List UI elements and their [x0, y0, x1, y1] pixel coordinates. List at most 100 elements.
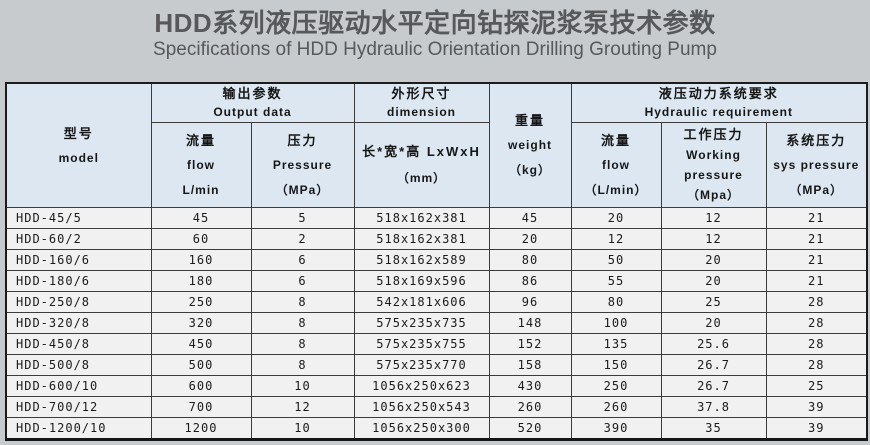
page-header: HDD系列液压驱动水平定向钻探泥浆泵技术参数 Specifications of… — [0, 0, 870, 61]
value-cell: 26.7 — [660, 354, 767, 376]
value-cell: 28 — [765, 312, 868, 334]
header-output-flow-en: flow — [187, 157, 215, 172]
value-cell: 6 — [250, 249, 355, 271]
value-cell: 8 — [250, 354, 355, 376]
page-title: HDD系列液压驱动水平定向钻探泥浆泵技术参数 — [154, 8, 716, 38]
value-cell: 700 — [150, 396, 252, 418]
value-cell: 80 — [488, 249, 572, 271]
header-output-pressure: 压力 Pressure （MPa） — [250, 122, 355, 208]
header-hydraulic-en: Hydraulic requirement — [644, 105, 793, 119]
value-cell: 518x162x381 — [353, 228, 490, 250]
value-cell: 55 — [570, 270, 662, 292]
table-row: HDD-600/10 600 10 1056x250x623 430 250 26.7 25 — [5, 375, 868, 397]
header-sys-pressure-en: sys pressure — [773, 157, 860, 172]
value-cell: 518x169x596 — [353, 270, 490, 292]
header-sys-pressure-zh: 系统压力 — [786, 132, 847, 148]
table-row: HDD-1200/10 1200 10 1056x250x300 520 390 35 39 — [5, 417, 868, 441]
header-working-pressure-zh: 工作压力 — [683, 127, 744, 142]
value-cell: 6 — [250, 270, 355, 292]
model-cell: HDD-160/6 — [5, 249, 152, 271]
table-row: HDD-180/6 180 6 518x169x596 86 55 20 21 — [5, 270, 868, 292]
model-cell: HDD-500/8 — [5, 354, 152, 376]
value-cell: 518x162x381 — [353, 207, 490, 229]
value-cell: 1200 — [150, 417, 252, 441]
value-cell: 12 — [660, 228, 767, 250]
value-cell: 60 — [150, 228, 252, 250]
value-cell: 12 — [250, 396, 355, 418]
header-output-flow-zh: 流量 — [185, 132, 216, 148]
model-cell: HDD-45/5 — [5, 207, 152, 229]
value-cell: 260 — [570, 396, 662, 418]
value-cell: 600 — [150, 375, 252, 397]
value-cell: 152 — [488, 333, 572, 355]
header-model-zh: 型号 — [63, 125, 94, 141]
table-body: HDD-45/5 45 5 518x162x381 45 20 12 21 HDD-60/2 60… — [5, 207, 868, 441]
header-dimension-lwh: 长*宽*高 LxWxH — [362, 144, 481, 159]
header-dimension-sub: 长*宽*高 LxWxH （mm） — [353, 122, 490, 208]
value-cell: 37.8 — [660, 396, 767, 418]
value-cell: 320 — [150, 312, 252, 334]
header-output-pressure-unit: （MPa） — [275, 182, 330, 197]
value-cell: 542x181x606 — [353, 291, 490, 313]
value-cell: 25 — [765, 375, 868, 397]
value-cell: 80 — [570, 291, 662, 313]
header-weight-zh: 重量 — [515, 113, 546, 128]
value-cell: 20 — [488, 228, 572, 250]
model-cell: HDD-700/12 — [5, 396, 152, 418]
value-cell: 8 — [250, 291, 355, 313]
table-row: HDD-60/2 60 2 518x162x381 20 12 12 21 — [5, 228, 868, 250]
table-row: HDD-320/8 320 8 575x235x735 148 100 20 28 — [5, 312, 868, 334]
header-hydraulic-zh: 液压动力系统要求 — [658, 86, 779, 101]
model-cell: HDD-600/10 — [5, 375, 152, 397]
value-cell: 39 — [765, 396, 868, 418]
value-cell: 8 — [250, 333, 355, 355]
value-cell: 148 — [488, 312, 572, 334]
header-output-pressure-en: Pressure — [272, 157, 333, 172]
value-cell: 260 — [488, 396, 572, 418]
model-cell: HDD-250/8 — [5, 291, 152, 313]
value-cell: 575x235x770 — [353, 354, 490, 376]
table-row: HDD-500/8 500 8 575x235x770 158 150 26.7 28 — [5, 354, 868, 376]
header-output-flow: 流量 flow L/min — [150, 122, 252, 208]
value-cell: 21 — [765, 270, 868, 292]
value-cell: 20 — [660, 312, 767, 334]
model-cell: HDD-320/8 — [5, 312, 152, 334]
table-row: HDD-45/5 45 5 518x162x381 45 20 12 21 — [5, 207, 868, 229]
value-cell: 21 — [765, 207, 868, 229]
value-cell: 150 — [570, 354, 662, 376]
header-output-flow-unit: L/min — [182, 182, 220, 197]
value-cell: 28 — [765, 291, 868, 313]
value-cell: 28 — [765, 333, 868, 355]
header-working-pressure-unit: （Mpa） — [687, 188, 741, 202]
header-sys-pressure-unit: （MPa） — [789, 182, 844, 197]
model-cell: HDD-450/8 — [5, 333, 152, 355]
value-cell: 26.7 — [660, 375, 767, 397]
value-cell: 28 — [765, 354, 868, 376]
value-cell: 12 — [660, 207, 767, 229]
header-working-pressure-en2: pressure — [684, 168, 743, 182]
value-cell: 25 — [660, 291, 767, 313]
value-cell: 250 — [570, 375, 662, 397]
value-cell: 575x235x755 — [353, 333, 490, 355]
header-output-zh: 输出参数 — [222, 86, 283, 101]
table-row: HDD-160/6 160 6 518x162x589 80 50 20 21 — [5, 249, 868, 271]
value-cell: 20 — [660, 249, 767, 271]
value-cell: 20 — [570, 207, 662, 229]
value-cell: 430 — [488, 375, 572, 397]
value-cell: 390 — [570, 417, 662, 441]
value-cell: 35 — [660, 417, 767, 441]
value-cell: 96 — [488, 291, 572, 313]
model-cell: HDD-180/6 — [5, 270, 152, 292]
value-cell: 21 — [765, 228, 868, 250]
value-cell: 21 — [765, 249, 868, 271]
value-cell: 1056x250x543 — [353, 396, 490, 418]
value-cell: 25.6 — [660, 333, 767, 355]
value-cell: 575x235x735 — [353, 312, 490, 334]
value-cell: 86 — [488, 270, 572, 292]
value-cell: 500 — [150, 354, 252, 376]
value-cell: 50 — [570, 249, 662, 271]
header-model-en: model — [58, 150, 99, 165]
value-cell: 39 — [765, 417, 868, 441]
value-cell: 520 — [488, 417, 572, 441]
value-cell: 100 — [570, 312, 662, 334]
